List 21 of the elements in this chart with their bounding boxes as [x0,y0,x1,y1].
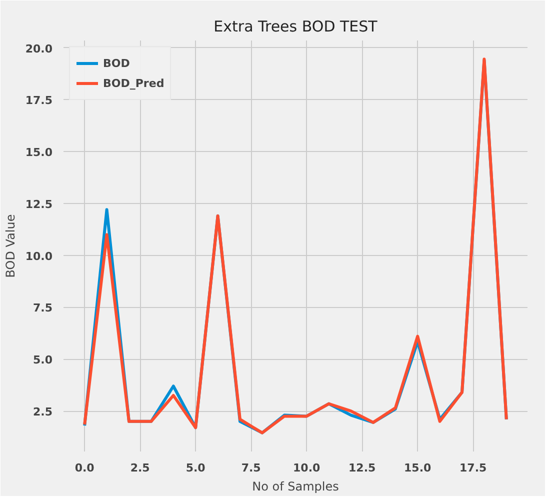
y-tick-label: 15.0 [25,146,53,160]
x-axis-title: No of Samples [252,480,339,494]
x-tick-label: 5.0 [186,462,206,474]
legend-label: BOD [103,56,130,70]
x-tick-label: 17.5 [460,462,487,474]
x-tick-label: 7.5 [241,462,261,474]
y-tick-label: 7.5 [33,302,53,315]
chart-title: Extra Trees BOD TEST [214,18,378,36]
y-tick-label: 2.5 [33,406,53,419]
y-tick-label: 17.5 [25,94,52,108]
y-tick-label: 20.0 [25,42,53,56]
x-tick-label: 15.0 [404,462,432,474]
x-tick-label: 0.0 [74,462,95,474]
legend-label: BOD_Pred [103,76,164,90]
y-axis-title: BOD Value [3,214,18,278]
x-tick-label: 10.0 [293,462,321,474]
x-tick-label: 2.5 [130,462,150,474]
y-tick-label: 10.0 [25,250,53,263]
y-tick-label: 12.5 [25,198,52,211]
x-tick-label: 12.5 [348,462,376,474]
y-tick-label: 5.0 [33,354,53,367]
